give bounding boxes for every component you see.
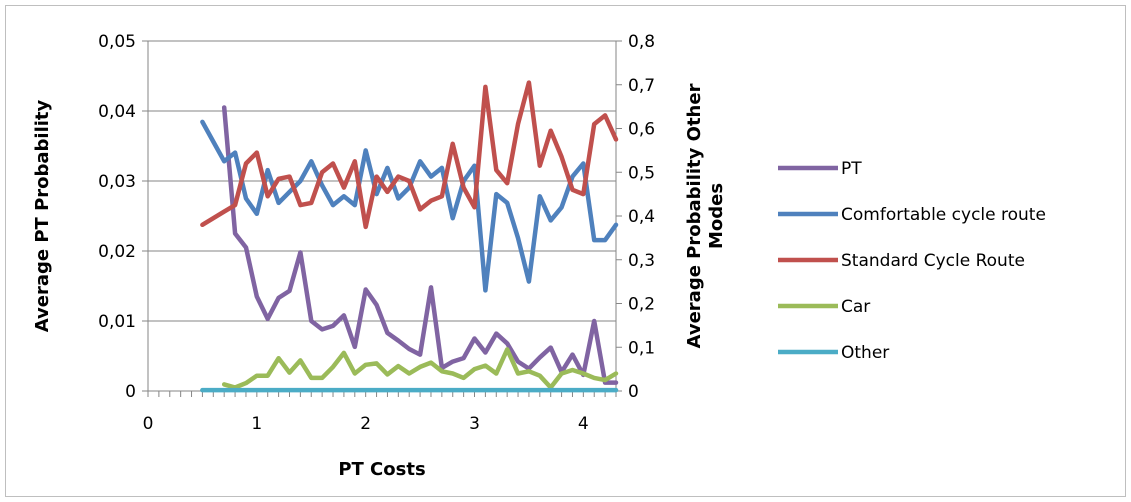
right-y-axis-title-line-2: Modes <box>706 183 727 249</box>
series-line-2 <box>200 80 619 230</box>
series-lines <box>200 80 619 393</box>
right-y-tick-label-2: 0,2 <box>628 295 655 315</box>
gridlines <box>148 40 616 322</box>
left-y-tick-label-2: 0,02 <box>98 242 136 262</box>
x-tick-label-2: 2 <box>360 414 371 434</box>
tick-labels: 0 0,01 0,02 0,03 0,04 0,05 0 0,1 0,2 0,3 0,4 0,5 0,6… <box>98 32 655 434</box>
x-tick-label-4: 4 <box>578 414 589 434</box>
legend-label-1: Comfortable cycle route <box>841 205 1046 225</box>
left-y-tick-label-0: 0 <box>125 382 136 402</box>
x-tick-label-3: 3 <box>469 414 480 434</box>
legend-label-0: PT <box>841 159 862 179</box>
left-y-tick-label-5: 0,05 <box>98 32 136 52</box>
left-y-tick-label-1: 0,01 <box>98 312 136 332</box>
right-y-tick-label-1: 0,1 <box>628 338 655 358</box>
series-line-3 <box>221 347 619 390</box>
right-y-tick-label-8: 0,8 <box>628 32 655 52</box>
left-y-tick-label-3: 0,03 <box>98 172 136 192</box>
x-axis-title: PT Costs <box>338 459 425 480</box>
legend: PT Comfortable cycle route Standard Cycle … <box>778 159 1046 363</box>
right-y-tick-label-3: 0,3 <box>628 251 655 271</box>
legend-label-4: Other <box>841 343 889 363</box>
x-tick-label-1: 1 <box>251 414 262 434</box>
right-y-tick-label-6: 0,6 <box>628 120 655 140</box>
right-y-tick-label-0: 0 <box>628 382 639 402</box>
right-y-tick-label-7: 0,7 <box>628 76 655 96</box>
right-y-tick-label-5: 0,5 <box>628 163 655 183</box>
right-y-axis-title-line-1: Average Probability Other <box>684 83 705 348</box>
legend-label-2: Standard Cycle Route <box>841 251 1025 271</box>
series-line-0 <box>221 105 619 385</box>
right-y-tick-label-4: 0,4 <box>628 207 655 227</box>
legend-label-3: Car <box>841 297 870 317</box>
x-tick-label-0: 0 <box>143 414 154 434</box>
left-y-tick-label-4: 0,04 <box>98 102 136 122</box>
series-line-1 <box>200 119 619 293</box>
left-y-axis-title: Average PT Probability <box>32 99 53 332</box>
